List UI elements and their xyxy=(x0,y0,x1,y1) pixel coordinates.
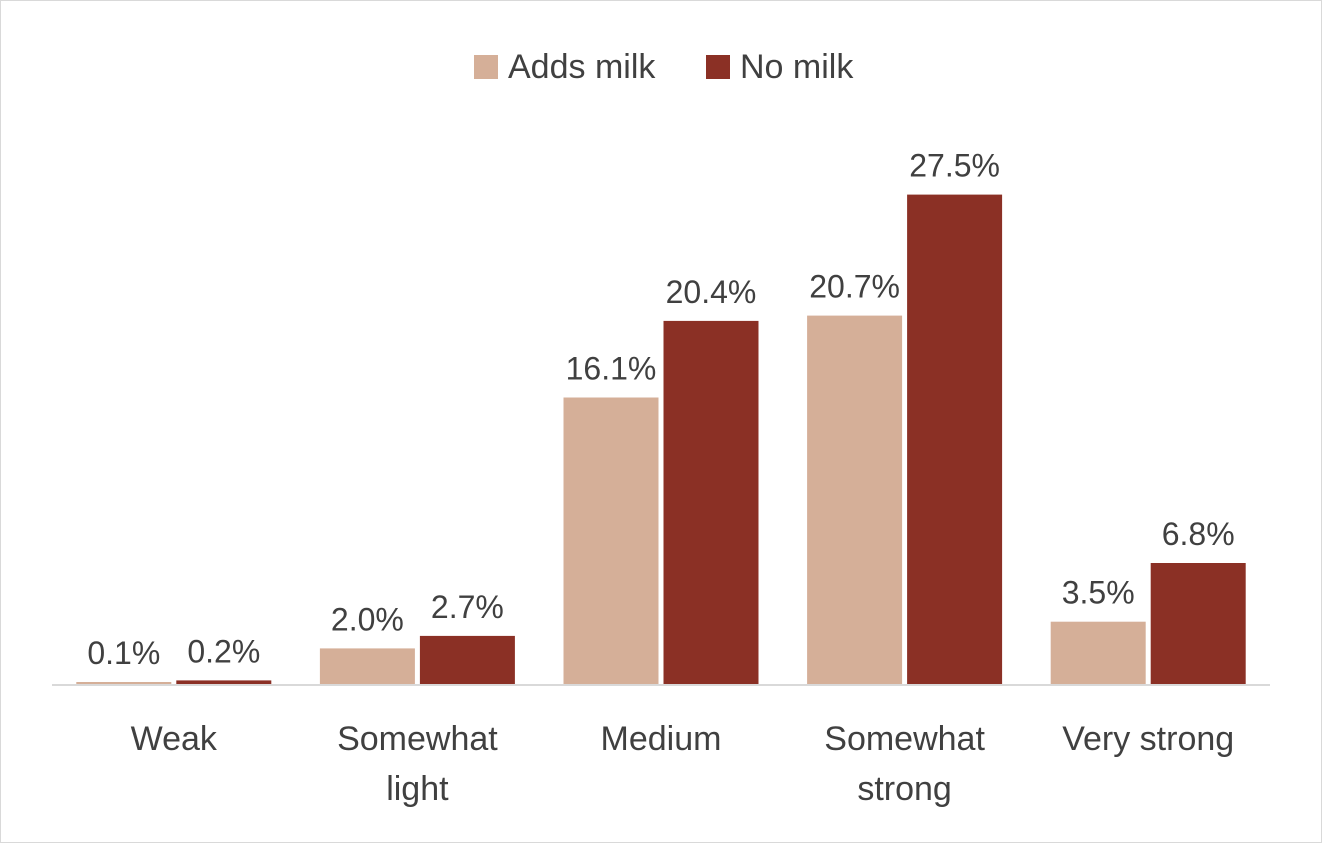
bar-no-milk-somewhat-strong xyxy=(907,194,1003,684)
bar-adds-milk-medium xyxy=(563,397,659,684)
legend: Adds milk No milk xyxy=(474,48,854,86)
data-label-adds-milk-very-strong: 3.5% xyxy=(1062,575,1135,611)
bar-no-milk-very-strong xyxy=(1150,563,1246,684)
x-tick-label-weak: Weak xyxy=(131,720,218,758)
x-tick-label-somewhat-light: Somewhat light xyxy=(337,720,498,808)
bars-group xyxy=(76,194,1246,684)
x-tick-label-medium: Medium xyxy=(601,720,722,758)
data-label-no-milk-weak: 0.2% xyxy=(187,633,260,669)
bar-no-milk-medium xyxy=(663,320,759,684)
data-labels-group: 0.1% 0.2% 2.0% 2.7% 16.1% 20.4% 20.7% 27.5% 3.5%… xyxy=(87,148,1234,671)
legend-label-no-milk: No milk xyxy=(740,48,854,86)
x-tick-label-very-strong: Very strong xyxy=(1062,720,1234,758)
data-label-adds-milk-medium: 16.1% xyxy=(566,351,657,387)
x-tick-label-line: light xyxy=(386,770,449,808)
bar-adds-milk-weak xyxy=(76,682,172,684)
data-label-no-milk-very-strong: 6.8% xyxy=(1162,516,1235,552)
legend-label-adds-milk: Adds milk xyxy=(508,48,656,86)
x-tick-labels-group: Weak Somewhat light Medium Somewhat strong Ver… xyxy=(131,720,1235,808)
legend-swatch-no-milk xyxy=(706,55,730,79)
bar-no-milk-weak xyxy=(176,680,272,684)
data-label-no-milk-medium: 20.4% xyxy=(666,274,757,310)
data-label-no-milk-somewhat-strong: 27.5% xyxy=(909,148,1000,184)
bar-adds-milk-somewhat-light xyxy=(319,648,415,684)
x-tick-label-line: Medium xyxy=(601,720,722,758)
x-tick-label-somewhat-strong: Somewhat strong xyxy=(824,720,985,808)
data-label-adds-milk-somewhat-light: 2.0% xyxy=(331,601,404,637)
bar-adds-milk-very-strong xyxy=(1050,621,1146,684)
x-tick-label-line: Somewhat xyxy=(824,720,985,758)
data-label-adds-milk-somewhat-strong: 20.7% xyxy=(809,269,900,305)
x-tick-label-line: Very strong xyxy=(1062,720,1234,758)
bar-no-milk-somewhat-light xyxy=(419,635,515,684)
legend-swatch-adds-milk xyxy=(474,55,498,79)
x-tick-label-line: Weak xyxy=(131,720,218,758)
x-tick-label-line: strong xyxy=(857,770,952,808)
bar-adds-milk-somewhat-strong xyxy=(807,315,903,684)
data-label-no-milk-somewhat-light: 2.7% xyxy=(431,589,504,625)
data-label-adds-milk-weak: 0.1% xyxy=(87,635,160,671)
x-tick-label-line: Somewhat xyxy=(337,720,498,758)
